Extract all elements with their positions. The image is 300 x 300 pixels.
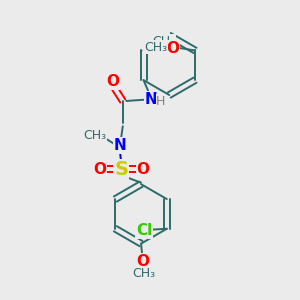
Text: N: N [145,92,158,107]
Text: O: O [166,40,179,56]
Text: O: O [136,254,149,269]
Text: CH₃: CH₃ [144,41,167,54]
Text: N: N [113,138,126,153]
Text: H: H [156,95,166,108]
Text: O: O [93,162,106,177]
Text: CH₃: CH₃ [132,267,155,280]
Text: Cl: Cl [136,223,152,238]
Text: O: O [106,74,119,89]
Text: CH₃: CH₃ [83,129,106,142]
Text: O: O [136,162,149,177]
Text: S: S [114,160,128,179]
Text: CH₃: CH₃ [152,35,175,48]
